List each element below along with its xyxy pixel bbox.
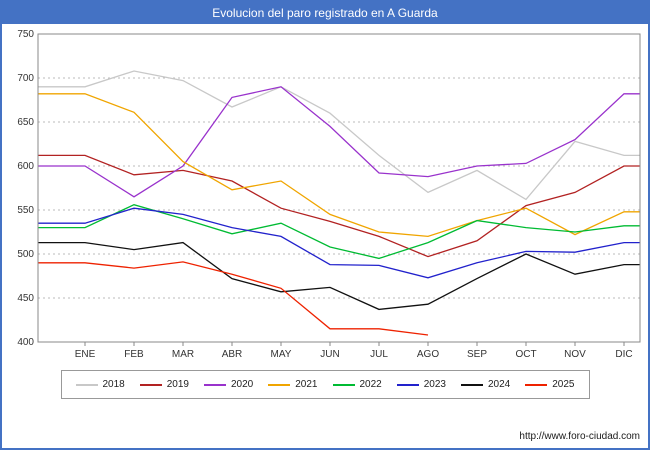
ytick-label-650: 650 xyxy=(17,117,34,128)
xtick-label-AGO: AGO xyxy=(417,349,439,360)
ytick-label-450: 450 xyxy=(17,293,34,304)
legend-label-2025: 2025 xyxy=(552,379,575,390)
series-line-2020 xyxy=(38,86,640,198)
xtick-label-OCT: OCT xyxy=(515,349,536,360)
chart-legend: 2018 2019 2020 2021 2022 2023 2024 2025 xyxy=(60,370,590,399)
ytick-label-550: 550 xyxy=(17,205,34,216)
xtick-label-MAR: MAR xyxy=(172,349,194,360)
xtick-label-FEB: FEB xyxy=(124,349,144,360)
xtick-label-DIC: DIC xyxy=(615,349,632,360)
footer-link[interactable]: http://www.foro-ciudad.com xyxy=(519,431,640,442)
series-line-2022 xyxy=(38,204,640,260)
legend-swatch-2023 xyxy=(396,383,419,386)
legend-label-2023: 2023 xyxy=(423,379,446,390)
legend-swatch-2025 xyxy=(525,383,548,386)
title-bar: Evolucion del paro registrado en A Guard… xyxy=(2,2,648,24)
legend-label-2020: 2020 xyxy=(231,379,254,390)
legend-swatch-2022 xyxy=(332,383,355,386)
legend-item-2020: 2020 xyxy=(204,379,253,390)
series-line-2018 xyxy=(38,70,640,201)
legend-item-2021: 2021 xyxy=(268,379,318,390)
legend-item-2018: 2018 xyxy=(75,379,125,390)
chart-title: Evolucion del paro registrado en A Guard… xyxy=(212,6,438,20)
plot-background xyxy=(38,34,640,342)
ytick-label-600: 600 xyxy=(17,161,34,172)
series-line-2023 xyxy=(38,207,640,279)
legend-swatch-2020 xyxy=(204,383,226,386)
xtick-label-JUL: JUL xyxy=(370,349,388,360)
plot-border xyxy=(37,33,641,343)
ytick-label-700: 700 xyxy=(17,73,34,84)
legend-item-2024: 2024 xyxy=(461,379,510,390)
legend-swatch-2018 xyxy=(75,383,98,386)
unemployment-chart: 400 450 500 550 600 650 700 750 ENE FEB MAR ABR MAY J… xyxy=(17,29,641,360)
legend-item-2019: 2019 xyxy=(139,379,189,390)
legend-label-2024: 2024 xyxy=(488,379,511,390)
legend-label-2019: 2019 xyxy=(166,379,189,390)
ytick-label-400: 400 xyxy=(17,337,34,348)
series-line-2025 xyxy=(38,261,429,336)
legend-swatch-2021 xyxy=(268,383,291,386)
series-line-2024 xyxy=(38,241,640,311)
xtick-label-ABR: ABR xyxy=(222,349,243,360)
legend-item-2023: 2023 xyxy=(396,379,446,390)
legend-swatch-2024 xyxy=(461,383,483,386)
legend-label-2018: 2018 xyxy=(102,379,125,390)
ytick-label-750: 750 xyxy=(17,29,34,40)
legend-label-2021: 2021 xyxy=(295,379,318,390)
xtick-label-SEP: SEP xyxy=(467,349,487,360)
legend-swatch-2019 xyxy=(139,383,162,386)
xtick-label-JUN: JUN xyxy=(320,349,339,360)
legend-item-2025: 2025 xyxy=(525,379,575,390)
legend-label-2022: 2022 xyxy=(359,379,382,390)
xtick-label-NOV: NOV xyxy=(564,349,586,360)
legend-wrap: 2018 2019 2020 2021 2022 2023 2024 2025 xyxy=(2,370,648,399)
series-line-2019 xyxy=(38,154,640,258)
series-line-2021 xyxy=(38,93,640,238)
xtick-label-ENE: ENE xyxy=(75,349,96,360)
chart-area: 400 450 500 550 600 650 700 750 ENE FEB MAR ABR MAY J… xyxy=(2,24,648,364)
legend-item-2022: 2022 xyxy=(332,379,382,390)
xtick-label-MAY: MAY xyxy=(271,349,292,360)
ytick-label-500: 500 xyxy=(17,249,34,260)
